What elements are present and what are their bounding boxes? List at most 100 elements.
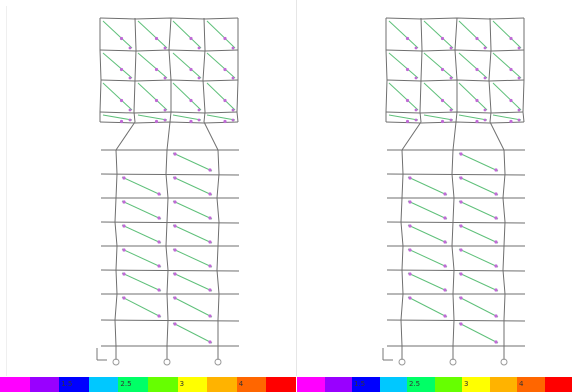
hinge-marker — [157, 264, 161, 268]
hinge-marker — [154, 67, 159, 72]
legend-tick-label: 3 — [179, 380, 185, 388]
hinge-marker — [208, 340, 212, 344]
brace-diagonal — [492, 20, 522, 49]
beam-line — [100, 79, 239, 82]
hinge-marker — [494, 264, 498, 268]
hinge-marker — [154, 36, 159, 41]
hinge-marker — [405, 119, 410, 124]
hinge-marker — [414, 108, 418, 112]
hinge-marker — [208, 314, 212, 318]
hinge-marker — [157, 314, 161, 318]
brace-diagonal — [172, 248, 213, 268]
hinge-marker — [173, 200, 177, 204]
hinge-marker — [208, 216, 212, 220]
hinge-marker — [443, 192, 447, 196]
hinge-marker — [483, 108, 487, 112]
support-node — [449, 358, 457, 366]
column-line — [236, 18, 239, 123]
brace-diagonal — [407, 176, 448, 196]
hinge-marker — [509, 119, 513, 124]
hinge-marker — [459, 224, 463, 228]
legend-tick-label: 4 — [519, 380, 524, 388]
brace-diagonal — [172, 322, 213, 344]
hinge-marker — [443, 240, 447, 244]
hinge-marker — [197, 76, 201, 80]
legend-tick-label: 2.5 — [409, 380, 421, 388]
pane-divider[interactable] — [296, 0, 297, 376]
brace-diagonal — [458, 200, 499, 220]
legend-swatch — [379, 377, 408, 392]
legend-swatch — [489, 377, 518, 392]
beam-line — [386, 269, 526, 272]
legend-swatch — [352, 377, 380, 392]
hinge-marker — [197, 108, 201, 112]
hinge-marker — [509, 36, 513, 41]
hinge-marker — [197, 46, 201, 50]
brace-diagonal — [458, 52, 488, 79]
brace-diagonal — [458, 20, 488, 49]
hinge-marker — [173, 224, 177, 228]
support-node — [398, 358, 406, 366]
hinge-marker — [414, 76, 418, 80]
hinge-marker — [408, 176, 412, 180]
brace-diagonal — [121, 176, 162, 196]
column-line — [522, 18, 525, 123]
hinge-marker — [459, 248, 463, 252]
hinge-marker — [509, 67, 513, 72]
hinge-marker — [223, 98, 227, 103]
column-line — [419, 17, 423, 123]
hinge-marker — [459, 272, 463, 276]
brace-diagonal — [407, 200, 448, 220]
brace-diagonal — [423, 20, 454, 49]
hinge-marker — [122, 248, 126, 252]
beam-line — [100, 221, 240, 224]
brace-diagonal — [172, 296, 213, 318]
viewport-right[interactable] — [297, 0, 572, 376]
column-line — [488, 17, 492, 123]
hinge-marker — [173, 248, 177, 252]
brace-diagonal — [458, 176, 499, 196]
beam-line — [385, 17, 525, 20]
hinge-marker — [189, 119, 193, 124]
hinge-marker — [157, 288, 161, 292]
legend-swatch — [266, 377, 296, 392]
hinge-marker — [119, 36, 124, 41]
brace-diagonal — [102, 114, 133, 121]
hinge-marker — [122, 200, 126, 204]
brace-diagonal — [137, 114, 168, 121]
hinge-marker — [459, 176, 463, 180]
hinge-marker — [494, 340, 498, 344]
hinge-marker — [208, 288, 212, 292]
viewport-left[interactable] — [7, 0, 292, 376]
hinge-marker — [119, 98, 124, 103]
brace-diagonal — [388, 82, 419, 111]
frame-group — [96, 17, 240, 366]
column-line — [133, 17, 137, 123]
hinge-marker — [163, 118, 167, 122]
legend-swatch — [462, 377, 490, 392]
hinge-marker — [157, 240, 161, 244]
hinge-marker — [517, 46, 521, 50]
hinge-marker — [449, 76, 453, 80]
hinge-marker — [208, 264, 212, 268]
brace-diagonal — [492, 82, 522, 111]
brace-diagonal — [172, 224, 213, 244]
brace-diagonal — [458, 114, 488, 121]
hinge-marker — [122, 176, 126, 180]
beam-line — [100, 319, 240, 322]
legend-tick-label: 1.5 — [61, 380, 73, 388]
hinge-marker — [475, 67, 479, 72]
frame-group — [382, 17, 526, 366]
hinge-marker — [157, 192, 161, 196]
hinge-marker — [231, 118, 235, 122]
beam-line — [385, 111, 524, 114]
legend-tick-label: 2.5 — [120, 380, 132, 388]
support-node — [112, 358, 120, 366]
hinge-marker — [443, 288, 447, 292]
legend-swatch — [88, 377, 119, 392]
hinge-marker — [405, 36, 410, 41]
hinge-marker — [208, 168, 212, 172]
hinge-marker — [483, 46, 487, 50]
hinge-marker — [475, 98, 479, 103]
